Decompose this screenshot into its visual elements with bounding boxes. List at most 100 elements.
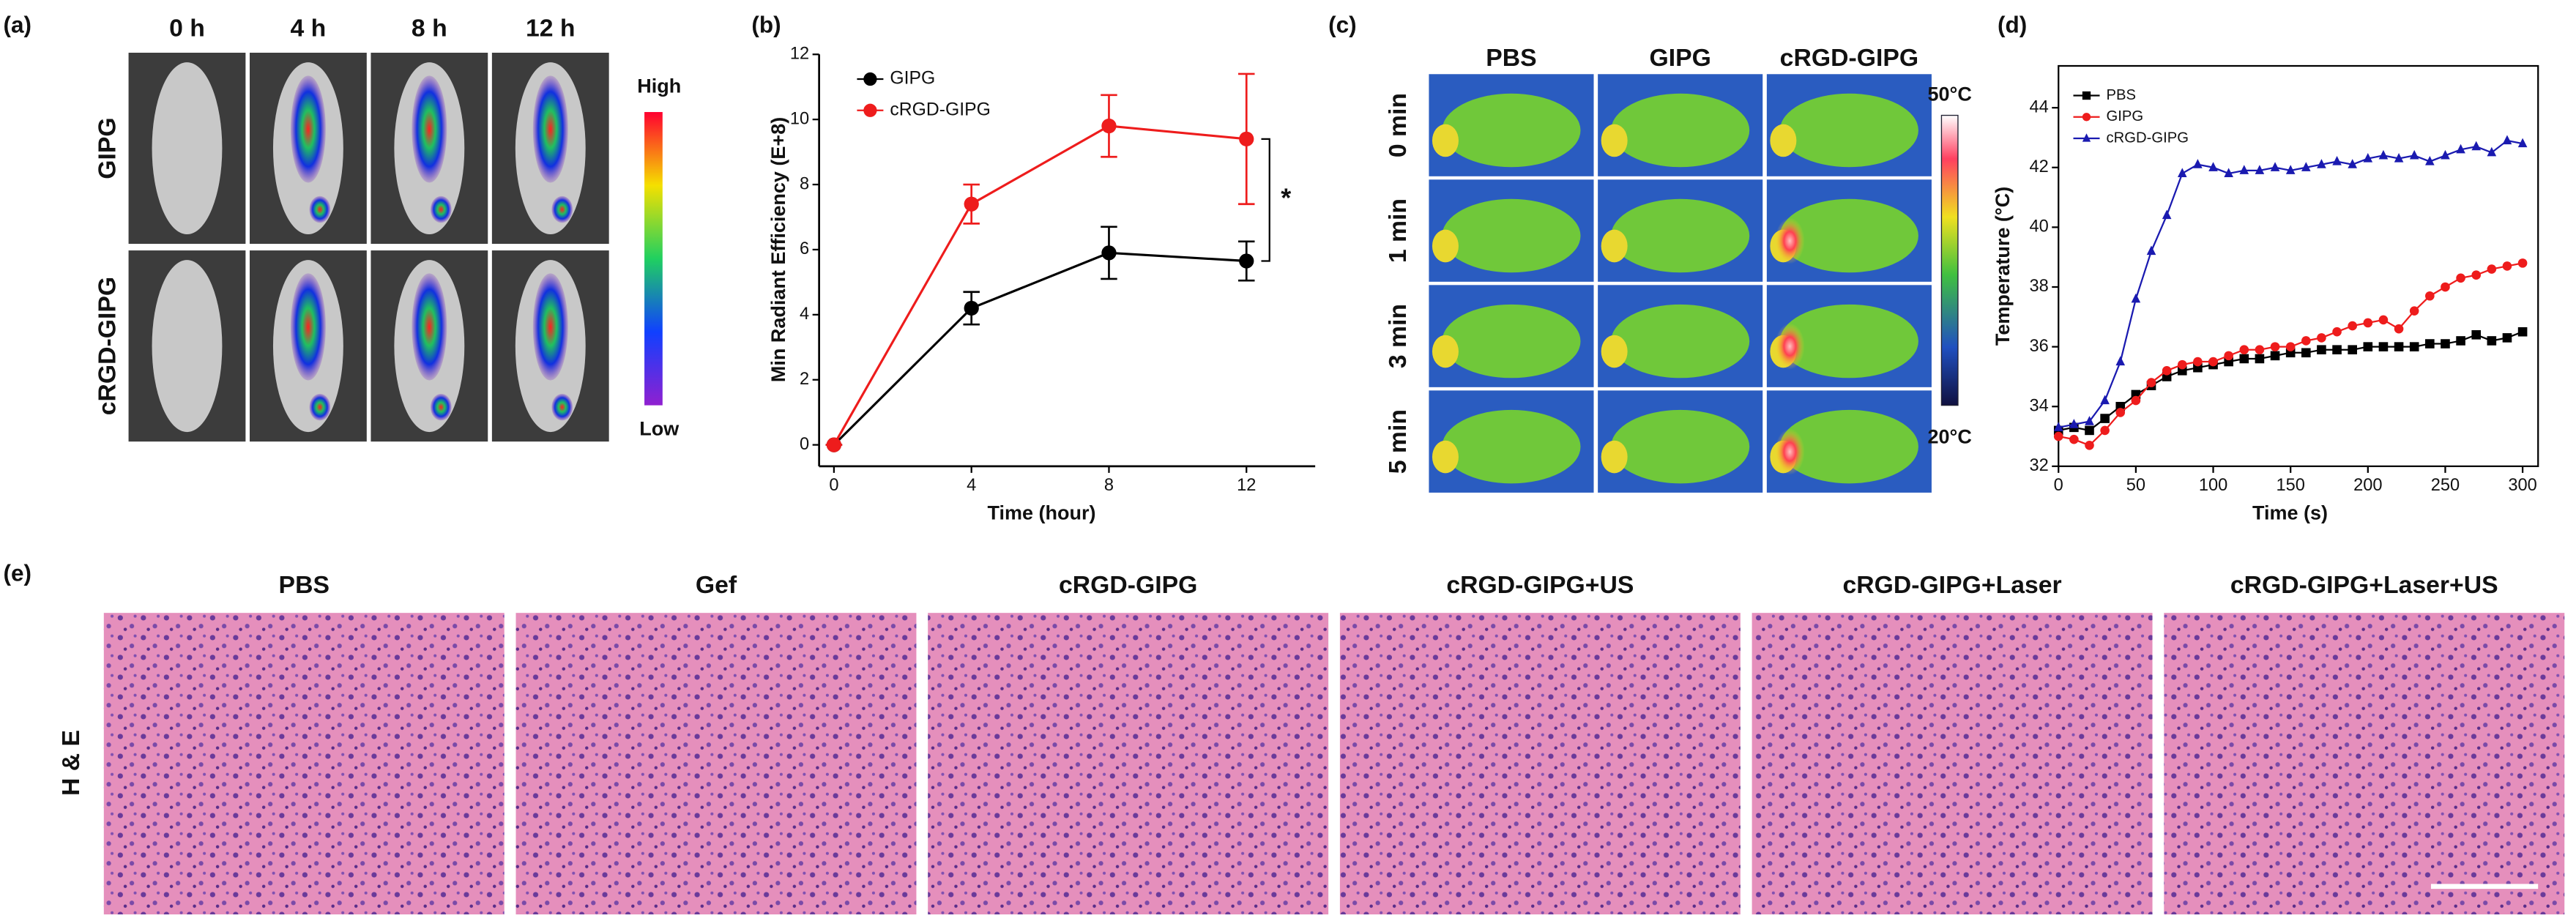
panel-label: (c) bbox=[1328, 11, 1357, 37]
marker bbox=[2270, 351, 2280, 361]
scale-low: Low bbox=[639, 417, 680, 439]
plot-frame bbox=[2058, 64, 2539, 468]
marker bbox=[2441, 282, 2450, 292]
marker bbox=[2471, 270, 2482, 280]
marker bbox=[2471, 330, 2482, 340]
marker bbox=[2085, 441, 2094, 450]
marker bbox=[2177, 168, 2187, 177]
he-stain-image bbox=[928, 613, 1329, 914]
marker bbox=[2255, 345, 2265, 355]
marker bbox=[2517, 327, 2528, 337]
y-tick-label: 32 bbox=[2029, 456, 2048, 475]
column-label: cRGD-GIPG+US bbox=[1446, 571, 1634, 599]
marker bbox=[1239, 253, 1254, 269]
marker bbox=[2085, 416, 2094, 425]
marker bbox=[2100, 414, 2110, 423]
row-label: 5 min bbox=[1384, 409, 1412, 474]
y-tick-label: 0 bbox=[800, 435, 809, 454]
marker bbox=[2053, 422, 2063, 431]
legend-marker bbox=[863, 103, 877, 117]
y-tick-label: 42 bbox=[2029, 157, 2048, 176]
x-tick-label: 12 bbox=[1237, 476, 1256, 495]
marker bbox=[2363, 342, 2373, 351]
marker bbox=[2394, 342, 2404, 351]
thermal-body bbox=[1779, 198, 1918, 273]
y-tick-label: 10 bbox=[790, 109, 809, 128]
significance-bracket bbox=[1261, 138, 1270, 262]
marker bbox=[2301, 162, 2311, 171]
marker bbox=[2285, 342, 2296, 351]
marker bbox=[2332, 327, 2342, 337]
marker bbox=[2378, 315, 2389, 325]
marker bbox=[2069, 434, 2079, 444]
signal-blob bbox=[430, 393, 452, 421]
legend-label: PBS bbox=[2107, 87, 2137, 103]
he-stain-image bbox=[1752, 613, 2153, 914]
marker bbox=[2255, 354, 2265, 364]
y-axis-label: Temperature (°C) bbox=[1992, 187, 2014, 346]
scale-high: 50°C bbox=[1928, 83, 1972, 105]
he-stain-image bbox=[1339, 613, 1741, 914]
series-line bbox=[833, 251, 1247, 446]
y-axis-label: Min Radiant Efficiency (E+8) bbox=[767, 117, 789, 382]
thermal-edge bbox=[1601, 440, 1628, 474]
marker bbox=[2487, 146, 2497, 157]
marker bbox=[1239, 131, 1254, 146]
signal-blob bbox=[290, 273, 326, 381]
y-tick-label: 4 bbox=[800, 305, 809, 324]
marker bbox=[2208, 357, 2218, 367]
thermal-body bbox=[1611, 93, 1750, 168]
marker bbox=[2285, 165, 2296, 174]
signal-blob bbox=[290, 75, 326, 183]
series-line bbox=[2058, 139, 2523, 428]
column-label: PBS bbox=[279, 571, 330, 599]
legend-marker bbox=[2082, 133, 2091, 142]
scale-low: 20°C bbox=[1928, 426, 1972, 448]
column-label: 0 h bbox=[169, 14, 205, 42]
x-axis-label: Time (hour) bbox=[987, 501, 1095, 523]
marker bbox=[2146, 378, 2156, 387]
x-tick-label: 0 bbox=[829, 476, 838, 495]
mouse-body bbox=[152, 62, 223, 235]
x-tick-label: 100 bbox=[2199, 476, 2227, 495]
panel-label: (d) bbox=[1998, 11, 2027, 37]
thermal-body bbox=[1611, 304, 1750, 379]
thermal-body bbox=[1779, 93, 1918, 168]
marker bbox=[2394, 152, 2404, 163]
marker bbox=[2348, 159, 2357, 168]
marker bbox=[2409, 149, 2419, 160]
marker bbox=[2471, 141, 2482, 151]
marker bbox=[2517, 138, 2528, 148]
legend-label: GIPG bbox=[890, 69, 935, 89]
signal-blob bbox=[412, 75, 447, 183]
marker bbox=[2487, 264, 2497, 274]
marker bbox=[1101, 245, 1117, 261]
thermal-edge bbox=[1432, 229, 1459, 263]
marker bbox=[2456, 143, 2465, 154]
marker bbox=[826, 437, 842, 452]
legend-marker bbox=[863, 72, 877, 86]
marker bbox=[2270, 162, 2280, 171]
column-label: 8 h bbox=[412, 14, 447, 42]
marker bbox=[2409, 306, 2419, 316]
marker bbox=[2487, 336, 2497, 346]
row-label: 0 min bbox=[1384, 93, 1412, 157]
y-tick-label: 8 bbox=[800, 174, 809, 193]
marker bbox=[2208, 162, 2218, 171]
x-tick-label: 50 bbox=[2126, 476, 2145, 495]
column-label: cRGD-GIPG+Laser bbox=[1842, 571, 2061, 599]
marker bbox=[2441, 149, 2450, 160]
marker bbox=[2425, 291, 2435, 301]
row-label: 1 min bbox=[1384, 198, 1412, 263]
thermal-edge bbox=[1432, 440, 1459, 474]
column-label: PBS bbox=[1486, 44, 1536, 72]
x-tick-label: 250 bbox=[2431, 476, 2460, 495]
legend-marker bbox=[2082, 91, 2091, 100]
signal-blob bbox=[309, 195, 331, 223]
marker bbox=[2270, 342, 2280, 351]
column-label: cRGD-GIPG bbox=[1780, 44, 1918, 72]
marker bbox=[2085, 425, 2094, 436]
thermal-body bbox=[1442, 198, 1581, 273]
marker bbox=[2409, 342, 2419, 351]
